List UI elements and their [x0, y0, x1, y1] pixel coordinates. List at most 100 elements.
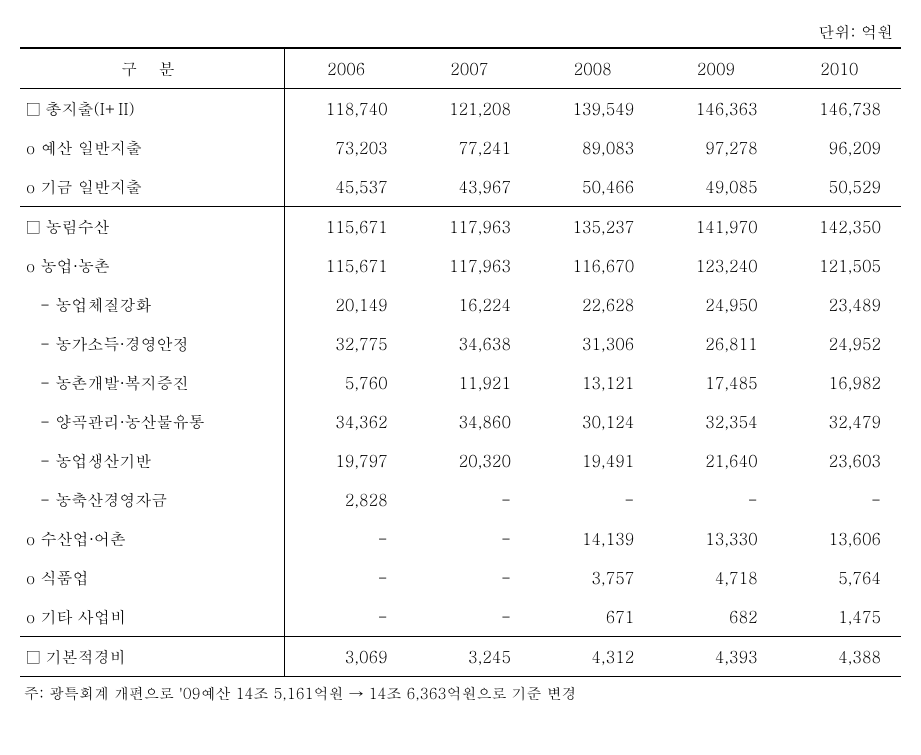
- cell-value: 146,738: [778, 89, 901, 129]
- cell-value: 146,363: [654, 89, 777, 129]
- row-label: o 기타 사업비: [20, 597, 284, 637]
- table-row: □ 총지출(I+II)118,740121,208139,549146,3631…: [20, 89, 901, 129]
- cell-value: 26,811: [654, 324, 777, 363]
- cell-value: -: [284, 597, 407, 637]
- row-label: □ 기본적경비: [20, 637, 284, 677]
- cell-value: 32,775: [284, 324, 407, 363]
- cell-value: 121,208: [408, 89, 531, 129]
- cell-value: 1,475: [778, 597, 901, 637]
- cell-value: 13,330: [654, 519, 777, 558]
- column-header-year: 2007: [408, 48, 531, 89]
- row-label: o 기금 일반지출: [20, 167, 284, 207]
- cell-value: 73,203: [284, 128, 407, 167]
- column-header-year: 2006: [284, 48, 407, 89]
- cell-value: -: [408, 558, 531, 597]
- cell-value: -: [531, 480, 654, 519]
- row-label: - 농가소득·경영안정: [20, 324, 284, 363]
- cell-value: 20,320: [408, 441, 531, 480]
- cell-value: 34,860: [408, 402, 531, 441]
- table-row: □ 농림수산115,671117,963135,237141,970142,35…: [20, 207, 901, 247]
- budget-table: 구 분 2006 2007 2008 2009 2010 □ 총지출(I+II)…: [20, 47, 901, 677]
- table-row: o 기타 사업비--6716821,475: [20, 597, 901, 637]
- cell-value: 45,537: [284, 167, 407, 207]
- cell-value: 17,485: [654, 363, 777, 402]
- column-header-category: 구 분: [20, 48, 284, 89]
- cell-value: 34,638: [408, 324, 531, 363]
- row-label: o 예산 일반지출: [20, 128, 284, 167]
- cell-value: 118,740: [284, 89, 407, 129]
- footnote: 주: 광특회계 개편으로 '09예산 14조 5,161억원 → 14조 6,3…: [20, 683, 901, 704]
- column-header-year: 2009: [654, 48, 777, 89]
- cell-value: 671: [531, 597, 654, 637]
- row-label: o 식품업: [20, 558, 284, 597]
- cell-value: 13,121: [531, 363, 654, 402]
- row-label: o 농업·농촌: [20, 246, 284, 285]
- row-label: □ 농림수산: [20, 207, 284, 247]
- table-row: □ 기본적경비3,0693,2454,3124,3934,388: [20, 637, 901, 677]
- cell-value: -: [408, 519, 531, 558]
- cell-value: 141,970: [654, 207, 777, 247]
- cell-value: 123,240: [654, 246, 777, 285]
- cell-value: 4,393: [654, 637, 777, 677]
- table-row: - 양곡관리·농산물유통34,36234,86030,12432,35432,4…: [20, 402, 901, 441]
- cell-value: 117,963: [408, 246, 531, 285]
- cell-value: -: [284, 519, 407, 558]
- cell-value: 121,505: [778, 246, 901, 285]
- row-label: - 농축산경영자금: [20, 480, 284, 519]
- cell-value: 4,718: [654, 558, 777, 597]
- cell-value: 19,797: [284, 441, 407, 480]
- cell-value: 34,362: [284, 402, 407, 441]
- table-row: o 예산 일반지출73,20377,24189,08397,27896,209: [20, 128, 901, 167]
- cell-value: 115,671: [284, 207, 407, 247]
- cell-value: 5,764: [778, 558, 901, 597]
- cell-value: 115,671: [284, 246, 407, 285]
- cell-value: 116,670: [531, 246, 654, 285]
- table-row: - 농업생산기반19,79720,32019,49121,64023,603: [20, 441, 901, 480]
- table-row: o 수산업·어촌--14,13913,33013,606: [20, 519, 901, 558]
- column-header-year: 2010: [778, 48, 901, 89]
- cell-value: 117,963: [408, 207, 531, 247]
- table-row: - 농축산경영자금2,828----: [20, 480, 901, 519]
- cell-value: 49,085: [654, 167, 777, 207]
- cell-value: 2,828: [284, 480, 407, 519]
- unit-label: 단위: 억원: [20, 20, 901, 43]
- table-row: - 농업체질강화20,14916,22422,62824,95023,489: [20, 285, 901, 324]
- cell-value: 31,306: [531, 324, 654, 363]
- cell-value: 682: [654, 597, 777, 637]
- column-header-year: 2008: [531, 48, 654, 89]
- cell-value: 97,278: [654, 128, 777, 167]
- table-header-row: 구 분 2006 2007 2008 2009 2010: [20, 48, 901, 89]
- cell-value: 21,640: [654, 441, 777, 480]
- cell-value: 89,083: [531, 128, 654, 167]
- cell-value: 139,549: [531, 89, 654, 129]
- row-label: - 농업체질강화: [20, 285, 284, 324]
- cell-value: 24,950: [654, 285, 777, 324]
- cell-value: 50,529: [778, 167, 901, 207]
- cell-value: 3,245: [408, 637, 531, 677]
- cell-value: 20,149: [284, 285, 407, 324]
- row-label: - 양곡관리·농산물유통: [20, 402, 284, 441]
- cell-value: 16,224: [408, 285, 531, 324]
- table-row: o 식품업--3,7574,7185,764: [20, 558, 901, 597]
- cell-value: 50,466: [531, 167, 654, 207]
- cell-value: 3,069: [284, 637, 407, 677]
- row-label: - 농업생산기반: [20, 441, 284, 480]
- cell-value: -: [408, 480, 531, 519]
- cell-value: 4,388: [778, 637, 901, 677]
- row-label: o 수산업·어촌: [20, 519, 284, 558]
- cell-value: 16,982: [778, 363, 901, 402]
- cell-value: 24,952: [778, 324, 901, 363]
- table-row: - 농촌개발·복지증진5,76011,92113,12117,48516,982: [20, 363, 901, 402]
- cell-value: 32,479: [778, 402, 901, 441]
- row-label: □ 총지출(I+II): [20, 89, 284, 129]
- row-label: - 농촌개발·복지증진: [20, 363, 284, 402]
- cell-value: 14,139: [531, 519, 654, 558]
- table-row: o 농업·농촌115,671117,963116,670123,240121,5…: [20, 246, 901, 285]
- cell-value: 30,124: [531, 402, 654, 441]
- cell-value: 77,241: [408, 128, 531, 167]
- cell-value: 22,628: [531, 285, 654, 324]
- cell-value: -: [654, 480, 777, 519]
- cell-value: 23,489: [778, 285, 901, 324]
- cell-value: 13,606: [778, 519, 901, 558]
- cell-value: 19,491: [531, 441, 654, 480]
